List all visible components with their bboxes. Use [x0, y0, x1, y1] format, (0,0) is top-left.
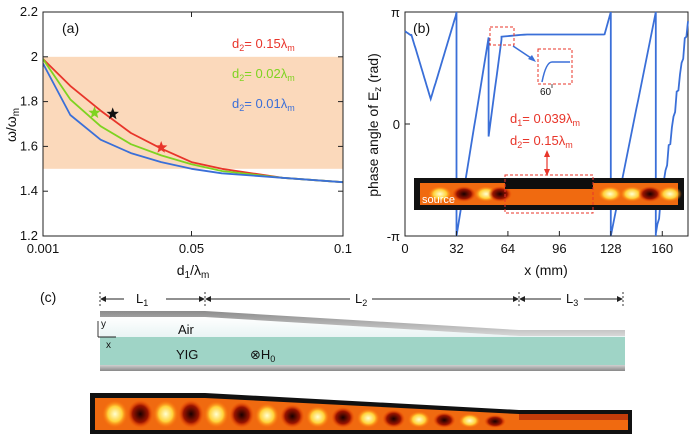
segment-label-3: L3	[566, 291, 578, 308]
y-tick-label: 1.4	[20, 183, 38, 198]
field-lobe	[280, 404, 305, 429]
field-map-bottom	[90, 393, 632, 434]
field-lobe	[153, 400, 179, 428]
x-tick-label: 0.1	[334, 241, 352, 256]
x-tick-label: 64	[501, 241, 515, 256]
inset-tick: 60	[540, 87, 552, 98]
field-lobe	[331, 407, 355, 428]
panel-b-ylabel: phase angle of Ez (rad)	[365, 53, 384, 197]
field-lobe	[658, 186, 682, 202]
field-lobes	[428, 186, 682, 202]
x-tick-label: 128	[600, 241, 622, 256]
panel-a: 2.2 2 1.8 1.6 1.4 1.20.001 0.05 0.1 (a) d2= 0.1…	[3, 4, 352, 281]
field-lobe	[488, 186, 512, 202]
y-tick-label: 2.2	[20, 4, 38, 19]
segment-label-1: L1	[136, 291, 148, 308]
field-lobe	[356, 408, 380, 429]
panel-a-xlabel: d1/λm	[177, 262, 210, 281]
air-region	[100, 317, 625, 337]
bottom-metal	[100, 365, 625, 371]
field-lobe	[229, 401, 254, 428]
annotation-d1: d1= 0.039λm	[510, 111, 580, 128]
axis-x-label: x	[106, 340, 111, 351]
panel-b-label: (b)	[413, 20, 430, 36]
field-lobe	[407, 411, 431, 428]
y-tick-label: 2	[31, 49, 38, 64]
yig-label: YIG	[176, 347, 198, 362]
panel-a-ylabel: ω/ωm	[3, 108, 22, 142]
panel-c-label: (c)	[40, 289, 56, 305]
field-lobe	[458, 413, 481, 429]
x-tick-label: 0	[401, 241, 408, 256]
top-metal	[100, 311, 625, 336]
yig-region	[100, 337, 625, 365]
panel-a-ticks: 2.2 2 1.8 1.6 1.4 1.20.001 0.05 0.1	[20, 4, 352, 256]
panel-c: (c) L1 L2 L3 Air YIG ⊗H0	[40, 289, 632, 434]
star-marker-1	[88, 106, 101, 119]
field-lobe	[428, 186, 452, 202]
field-lobe	[102, 400, 128, 428]
zoom-box	[489, 26, 515, 46]
x-tick-label: 96	[552, 241, 566, 256]
panel-b-ticks: π0-π0 32 64 96 128 160	[387, 5, 673, 256]
axis-y-label: y	[101, 319, 106, 330]
panel-a-curves	[43, 58, 343, 184]
phase-line	[404, 11, 689, 237]
legend-entry-3: d2= 0.01λm	[232, 96, 295, 113]
field-lobe	[620, 186, 644, 202]
field-lobe	[638, 186, 662, 202]
field-lobes-bottom	[102, 400, 506, 429]
field-lobe	[127, 400, 154, 428]
phase-curve	[404, 11, 689, 237]
field-lobe	[178, 400, 204, 428]
air-label: Air	[178, 322, 195, 337]
field-lobe	[382, 409, 406, 428]
panel-b: source 60 d1= 0.039λm d2= 0.15λm π0-π0 32…	[365, 5, 689, 278]
panel-a-frame	[42, 11, 344, 237]
y-tick-label: 1.8	[20, 94, 38, 109]
field-map-inset: source	[414, 178, 684, 210]
x-tick-label: 0.001	[27, 241, 60, 256]
y-tick-label: π	[391, 5, 400, 20]
source-label: source	[422, 194, 455, 206]
annotation-d2: d2= 0.15λm	[510, 133, 573, 150]
panel-b-xlabel: x (mm)	[524, 262, 568, 278]
field-lobe	[598, 186, 622, 202]
legend-entry-2: d2= 0.02λm	[232, 66, 295, 83]
coordinate-axes	[97, 321, 116, 338]
inset-curve	[541, 61, 570, 83]
field-lobe	[254, 403, 280, 428]
field-lobe	[452, 186, 476, 202]
y-tick-label: 1.2	[20, 228, 38, 243]
panel-a-shaded-band	[43, 56, 343, 169]
x-tick-label: 0.05	[179, 241, 204, 256]
field-lobe	[484, 414, 506, 428]
inset-box	[537, 48, 573, 85]
y-tick-label: -π	[387, 229, 400, 244]
y-tick-label: 0	[393, 117, 400, 132]
panel-a-label: (a)	[62, 20, 79, 36]
field-lobe	[433, 412, 456, 428]
series-line-3	[43, 63, 343, 184]
star-marker-2	[106, 107, 119, 120]
legend-entry-1: d2= 0.15λm	[232, 36, 295, 53]
field-lobe	[203, 400, 229, 428]
star-marker-3	[155, 141, 168, 153]
field-box	[504, 174, 594, 214]
segment-label-2: L2	[355, 291, 367, 308]
field-direction-label: ⊗H0	[250, 347, 275, 364]
slab	[505, 180, 593, 189]
x-tick-label: 160	[651, 241, 673, 256]
y-tick-label: 1.6	[20, 138, 38, 153]
x-tick-label: 32	[449, 241, 463, 256]
field-lobe	[305, 405, 330, 428]
